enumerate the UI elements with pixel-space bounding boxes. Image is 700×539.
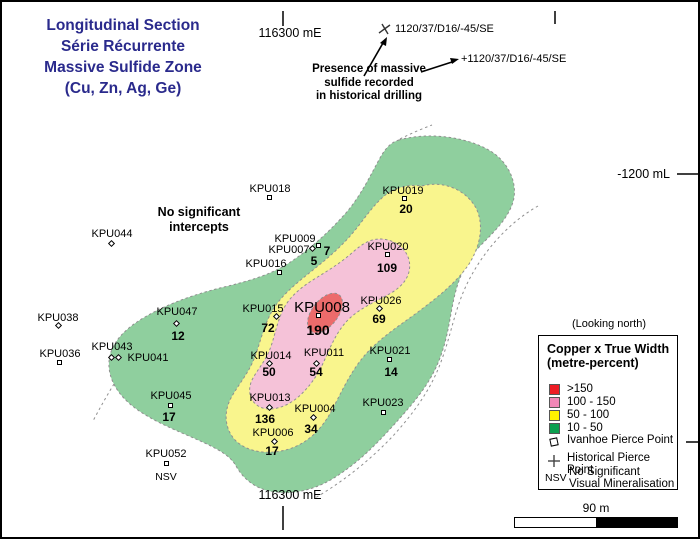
fault-line-left <box>92 383 115 422</box>
hole-label-kpu041: KPU041 <box>127 352 169 364</box>
legend-class-label: 10 - 50 <box>567 422 603 434</box>
hole-label-kpu013: KPU013 <box>249 392 291 404</box>
hole-value-kpu015: 72 <box>261 321 275 335</box>
pierce-point-marker-kpu009[interactable] <box>316 243 321 248</box>
pierce-point-marker-kpu018[interactable] <box>267 195 272 200</box>
bottom-easting-label: 116300 mE <box>258 488 322 502</box>
zone-gt150-red <box>307 292 343 334</box>
historical-annotation-2: +1120/37/D16/-45/SE <box>461 53 567 65</box>
hole-label-kpu021: KPU021 <box>369 345 411 357</box>
hole-value-kpu011: 54 <box>309 365 323 379</box>
hole-value-kpu052: NSV <box>155 471 177 483</box>
hole-value-kpu026: 69 <box>372 312 386 326</box>
pierce-point-marker-kpu019[interactable] <box>402 196 407 201</box>
legend-ivanhoe-label: Ivanhoe Pierce Point <box>567 434 674 446</box>
hole-value-kpu045: 17 <box>162 410 176 424</box>
hole-label-kpu038: KPU038 <box>37 312 79 324</box>
hole-label-kpu052: KPU052 <box>145 448 187 460</box>
hole-label-kpu036: KPU036 <box>39 348 81 360</box>
hole-value-kpu021: 14 <box>384 365 398 379</box>
hole-value-kpu006: 17 <box>265 444 279 458</box>
hole-label-kpu016: KPU016 <box>245 258 287 270</box>
legend-swatch <box>549 423 560 434</box>
hole-label-kpu043: KPU043 <box>91 341 133 353</box>
pierce-point-marker-kpu016[interactable] <box>277 270 282 275</box>
hole-label-kpu018: KPU018 <box>249 183 291 195</box>
pierce-point-marker-kpu008[interactable] <box>316 313 321 318</box>
massive-sulfide-note: Presence of massive sulfide recorded in … <box>312 63 426 102</box>
legend-class-label: 100 - 150 <box>567 396 616 408</box>
hole-label-kpu015: KPU015 <box>242 303 284 315</box>
pierce-point-marker-kpu045[interactable] <box>168 403 173 408</box>
historical-pierce-cross-icon <box>378 23 391 35</box>
legend-class-label: 50 - 100 <box>567 409 610 421</box>
legend-nsv-text: No Significant Visual Mineralisation <box>569 466 675 490</box>
legend-title: Copper x True Width (metre-percent) <box>547 342 670 370</box>
legend-box: Copper x True Width (metre-percent) >150… <box>538 335 678 490</box>
hole-label-kpu011: KPU011 <box>303 347 345 359</box>
hole-value-kpu004: 34 <box>304 422 318 436</box>
pierce-point-marker-kpu023[interactable] <box>381 410 386 415</box>
pierce-point-marker-kpu021[interactable] <box>387 357 392 362</box>
looking-north-label: (Looking north) <box>572 318 646 330</box>
scale-bar-filled-half <box>596 518 677 527</box>
hole-value-kpu008: 190 <box>306 322 330 338</box>
ivanhoe-pierce-point-icon <box>549 437 559 447</box>
pierce-point-marker-kpu020[interactable] <box>385 252 390 257</box>
level-label: -1200 mL <box>617 167 670 181</box>
pierce-point-marker-kpu036[interactable] <box>57 360 62 365</box>
scale-bar <box>514 517 678 528</box>
historical-annotation-1: 1120/37/D16/-45/SE <box>395 23 494 35</box>
hole-label-kpu014: KPU014 <box>250 350 292 362</box>
scale-bar-label: 90 m <box>582 501 610 515</box>
arrowhead-hist1 <box>380 37 387 46</box>
hole-value-kpu009: 7 <box>323 244 331 258</box>
arrow-to-hist1 <box>363 42 384 77</box>
hole-label-kpu023: KPU023 <box>362 397 404 409</box>
hole-label-kpu044: KPU044 <box>91 228 133 240</box>
arrowhead-hist2 <box>450 58 459 64</box>
hole-value-kpu019: 20 <box>399 202 413 216</box>
hole-label-kpu047: KPU047 <box>156 306 198 318</box>
legend-swatch <box>549 410 560 421</box>
hole-label-kpu007: KPU007 <box>268 244 310 256</box>
hole-label-kpu006: KPU006 <box>252 427 294 439</box>
hole-label-kpu008: KPU008 <box>294 299 350 316</box>
hole-value-kpu020: 109 <box>376 261 398 275</box>
hole-value-kpu014: 50 <box>262 365 276 379</box>
no-significant-intercepts-note: No significant intercepts <box>157 205 241 234</box>
hole-label-kpu019: KPU019 <box>382 185 424 197</box>
hole-value-kpu007: 5 <box>310 254 318 268</box>
figure-title: Longitudinal Section Série Récurrente Ma… <box>44 17 202 97</box>
arrow-to-hist2 <box>420 61 453 73</box>
hole-label-kpu045: KPU045 <box>150 390 192 402</box>
legend-nsv-abbr: NSV <box>545 472 567 484</box>
fault-line-top <box>399 124 433 140</box>
hole-label-kpu020: KPU020 <box>367 241 409 253</box>
top-easting-label: 116300 mE <box>258 26 322 40</box>
pierce-point-marker-kpu052[interactable] <box>164 461 169 466</box>
hole-value-kpu047: 12 <box>171 329 185 343</box>
hole-value-kpu013: 136 <box>254 412 276 426</box>
hole-label-kpu026: KPU026 <box>360 295 402 307</box>
legend-class-label: >150 <box>567 383 593 395</box>
legend-swatch <box>549 397 560 408</box>
hole-label-kpu009: KPU009 <box>274 233 316 245</box>
legend-historical-label: Historical Pierce Point <box>567 452 651 476</box>
historical-pierce-point-icon <box>548 455 560 467</box>
hole-label-kpu004: KPU004 <box>294 403 336 415</box>
legend-swatch <box>549 384 560 395</box>
